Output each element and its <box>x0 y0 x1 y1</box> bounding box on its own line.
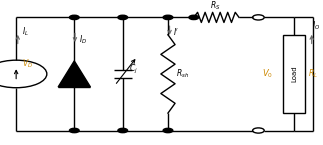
Circle shape <box>69 128 79 133</box>
Circle shape <box>189 15 199 20</box>
Circle shape <box>118 128 128 133</box>
Circle shape <box>163 128 173 133</box>
Text: $C_j$: $C_j$ <box>129 62 137 76</box>
Polygon shape <box>58 61 90 87</box>
Text: $I'$: $I'$ <box>173 26 180 37</box>
Text: $I_D$: $I_D$ <box>79 33 87 46</box>
FancyBboxPatch shape <box>283 35 305 113</box>
Circle shape <box>118 15 128 20</box>
Circle shape <box>163 15 173 20</box>
Text: $I_O$: $I_O$ <box>312 20 320 32</box>
Text: $R_S$: $R_S$ <box>210 0 221 12</box>
Text: $V_D$: $V_D$ <box>22 58 33 70</box>
Text: Load: Load <box>291 66 297 82</box>
Text: $R_{sh}$: $R_{sh}$ <box>176 68 189 80</box>
Text: $I_L$: $I_L$ <box>22 26 29 38</box>
Text: $R_L$: $R_L$ <box>308 68 318 80</box>
Text: $V_0$: $V_0$ <box>262 68 273 80</box>
Circle shape <box>69 15 79 20</box>
